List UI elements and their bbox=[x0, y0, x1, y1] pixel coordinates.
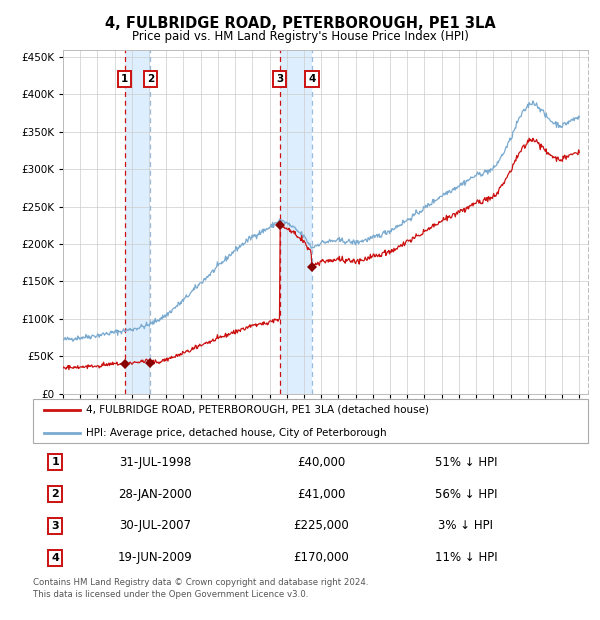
Text: £40,000: £40,000 bbox=[298, 456, 346, 469]
Text: £41,000: £41,000 bbox=[298, 487, 346, 500]
Text: 3: 3 bbox=[52, 521, 59, 531]
Bar bbox=[125, 50, 151, 394]
Text: 11% ↓ HPI: 11% ↓ HPI bbox=[434, 551, 497, 564]
Text: 3: 3 bbox=[276, 74, 283, 84]
Text: 4: 4 bbox=[51, 552, 59, 562]
Text: Price paid vs. HM Land Registry's House Price Index (HPI): Price paid vs. HM Land Registry's House … bbox=[131, 30, 469, 43]
Text: 28-JAN-2000: 28-JAN-2000 bbox=[118, 487, 192, 500]
Text: 2: 2 bbox=[52, 489, 59, 499]
Bar bbox=[280, 50, 312, 394]
Text: 1: 1 bbox=[121, 74, 128, 84]
Text: 30-JUL-2007: 30-JUL-2007 bbox=[119, 520, 191, 533]
Text: 4: 4 bbox=[308, 74, 316, 84]
Text: 4, FULBRIDGE ROAD, PETERBOROUGH, PE1 3LA (detached house): 4, FULBRIDGE ROAD, PETERBOROUGH, PE1 3LA… bbox=[86, 405, 429, 415]
Text: 56% ↓ HPI: 56% ↓ HPI bbox=[434, 487, 497, 500]
Text: HPI: Average price, detached house, City of Peterborough: HPI: Average price, detached house, City… bbox=[86, 428, 386, 438]
Text: 51% ↓ HPI: 51% ↓ HPI bbox=[434, 456, 497, 469]
Text: 3% ↓ HPI: 3% ↓ HPI bbox=[439, 520, 493, 533]
Text: 19-JUN-2009: 19-JUN-2009 bbox=[118, 551, 193, 564]
Text: 31-JUL-1998: 31-JUL-1998 bbox=[119, 456, 191, 469]
Text: Contains HM Land Registry data © Crown copyright and database right 2024.
This d: Contains HM Land Registry data © Crown c… bbox=[33, 578, 368, 599]
Text: 2: 2 bbox=[147, 74, 154, 84]
Text: 4, FULBRIDGE ROAD, PETERBOROUGH, PE1 3LA: 4, FULBRIDGE ROAD, PETERBOROUGH, PE1 3LA bbox=[104, 16, 496, 30]
Text: 1: 1 bbox=[52, 458, 59, 467]
FancyBboxPatch shape bbox=[33, 399, 588, 443]
Text: £170,000: £170,000 bbox=[294, 551, 349, 564]
Text: £225,000: £225,000 bbox=[294, 520, 349, 533]
